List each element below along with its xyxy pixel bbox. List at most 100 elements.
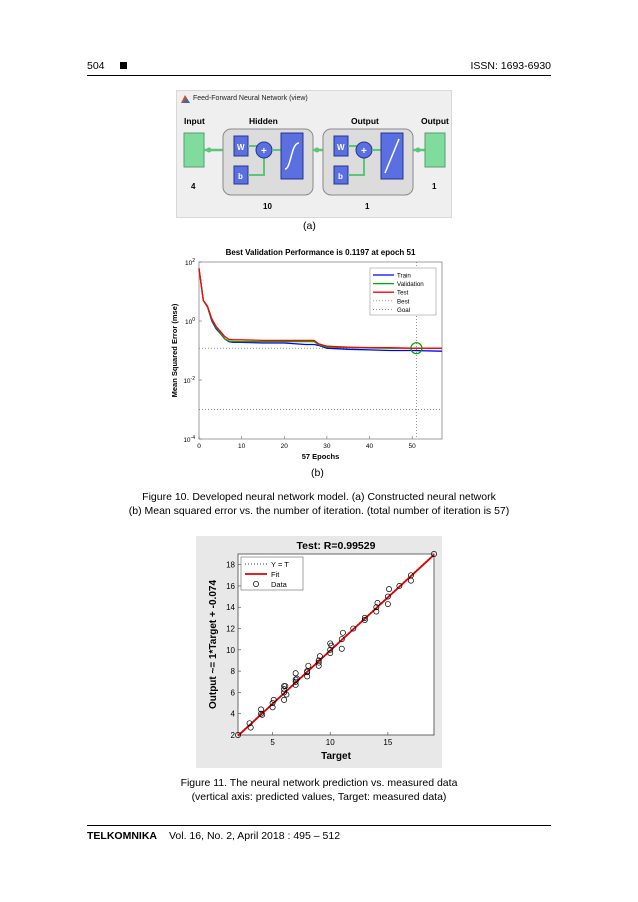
data-point bbox=[338, 645, 345, 652]
journal-name: TELKOMNIKA bbox=[87, 830, 157, 842]
input-size: 4 bbox=[191, 182, 196, 191]
data-point bbox=[281, 686, 288, 693]
data-point bbox=[292, 670, 299, 677]
input-box bbox=[183, 132, 205, 168]
data-point bbox=[384, 601, 391, 607]
series-test-line bbox=[198, 268, 442, 349]
output-layer-label: Output bbox=[351, 116, 379, 126]
subcaption-b: (b) bbox=[311, 467, 324, 479]
data-point bbox=[386, 586, 392, 593]
data-point bbox=[327, 640, 334, 647]
y-tick-label: 16 bbox=[226, 582, 235, 591]
output-layer-size: 1 bbox=[365, 202, 370, 211]
legend-label: Validation bbox=[397, 281, 424, 288]
x-axis-label: 57 Epochs bbox=[302, 452, 340, 461]
journal-volume: Vol. 16, No. 2, April 2018 : 495 – 512 bbox=[169, 830, 341, 842]
x-tick-label: 30 bbox=[323, 443, 331, 450]
x-tick-label: 15 bbox=[383, 738, 392, 747]
chart-title: Best Validation Performance is 0.1197 at… bbox=[226, 248, 416, 257]
data-point bbox=[339, 629, 346, 636]
data-point bbox=[247, 724, 254, 731]
data-point bbox=[235, 732, 241, 738]
x-tick-label: 50 bbox=[409, 443, 417, 450]
x-tick-label: 40 bbox=[366, 443, 374, 450]
x-tick-label: 5 bbox=[270, 738, 275, 747]
data-point bbox=[338, 636, 345, 643]
data-point bbox=[315, 659, 322, 666]
best-point-marker bbox=[410, 342, 423, 355]
data-point bbox=[293, 675, 300, 682]
data-point bbox=[305, 662, 312, 669]
data-point bbox=[431, 551, 437, 557]
data-point bbox=[327, 646, 334, 653]
output-size: 1 bbox=[432, 182, 437, 191]
y-tick-label: 6 bbox=[231, 688, 236, 697]
x-tick-label: 20 bbox=[281, 443, 289, 450]
network-diagram: Feed-Forward Neural Network (view) Input… bbox=[176, 90, 452, 218]
data-point bbox=[396, 582, 403, 589]
data-point bbox=[361, 617, 368, 623]
data-point bbox=[407, 577, 414, 584]
page-number: 504 bbox=[87, 60, 105, 72]
data-point bbox=[327, 650, 334, 656]
connector-node bbox=[206, 147, 212, 153]
data-point bbox=[258, 710, 265, 717]
hidden-size: 10 bbox=[263, 202, 272, 211]
y-tick-exponent: 0 bbox=[192, 317, 195, 323]
hidden-label: Hidden bbox=[249, 116, 278, 126]
data-point bbox=[374, 600, 381, 606]
y-tick-label: 4 bbox=[231, 710, 236, 719]
y-tick-label: 100 bbox=[185, 317, 195, 326]
y-tick-label: 12 bbox=[226, 625, 235, 634]
footer-rule bbox=[87, 825, 551, 826]
y-tick-label: 2 bbox=[231, 731, 236, 740]
mse-chart: Best Validation Performance is 0.1197 at… bbox=[170, 248, 443, 461]
data-point bbox=[246, 720, 253, 727]
caption-11-line-1: Figure 11. The neural network prediction… bbox=[180, 777, 458, 789]
svg-text:+: + bbox=[261, 146, 267, 157]
output-label: Output bbox=[421, 116, 449, 126]
data-point bbox=[269, 700, 276, 707]
y-tick-label: 8 bbox=[231, 667, 236, 676]
y-tick-label: 10 bbox=[226, 646, 235, 655]
y-tick-exponent: -4 bbox=[191, 435, 196, 441]
input-label: Input bbox=[184, 116, 205, 126]
linear-icon bbox=[384, 138, 400, 174]
svg-text:W: W bbox=[237, 143, 245, 152]
x-tick-label: 10 bbox=[326, 738, 335, 747]
svg-text:b: b bbox=[238, 172, 243, 181]
legend-label: Fit bbox=[271, 570, 280, 579]
figure-10-caption: Figure 10. Developed neural network mode… bbox=[87, 490, 551, 518]
legend-label: Train bbox=[397, 273, 411, 280]
x-tick-label: 10 bbox=[238, 443, 246, 450]
y-axis-label: Output ~= 1*Target + -0.074 bbox=[208, 580, 219, 709]
network-svg: Input 4 Hidden W b + 10 Output W b + bbox=[183, 116, 449, 211]
y-tick-label: 102 bbox=[185, 258, 195, 267]
caption-11-line-2: (vertical axis: predicted values, Target… bbox=[191, 791, 447, 803]
y-tick-label: 14 bbox=[226, 603, 235, 612]
y-tick-label: 10-4 bbox=[183, 435, 195, 444]
data-point bbox=[361, 614, 368, 621]
window-title: Feed-Forward Neural Network (view) bbox=[193, 95, 308, 102]
x-tick-label: 0 bbox=[197, 443, 201, 450]
y-tick-exponent: -2 bbox=[191, 376, 196, 382]
y-tick-label: 18 bbox=[226, 561, 235, 570]
svg-text:b: b bbox=[338, 172, 343, 181]
data-point bbox=[315, 662, 322, 669]
legend-label: Data bbox=[271, 580, 288, 589]
data-point bbox=[269, 704, 276, 711]
data-point bbox=[350, 625, 357, 632]
legend-box bbox=[369, 267, 437, 316]
data-point bbox=[283, 691, 290, 698]
chart-title: Test: R=0.99529 bbox=[297, 540, 376, 552]
issn: ISSN: 1693-6930 bbox=[470, 60, 551, 72]
data-point bbox=[258, 706, 265, 713]
caption-10-line-2: (b) Mean squared error vs. the number of… bbox=[128, 505, 510, 517]
figure-11-caption: Figure 11. The neural network prediction… bbox=[87, 776, 551, 804]
data-point bbox=[281, 696, 288, 703]
y-tick-label: 10-2 bbox=[183, 376, 195, 385]
data-point bbox=[292, 676, 299, 683]
legend-label: Goal bbox=[397, 307, 410, 314]
data-point bbox=[270, 696, 277, 703]
regression-chart: Test: R=0.99529 5 10 15 2 4 6 8 10 12 14 16 18 Target… bbox=[196, 536, 442, 768]
